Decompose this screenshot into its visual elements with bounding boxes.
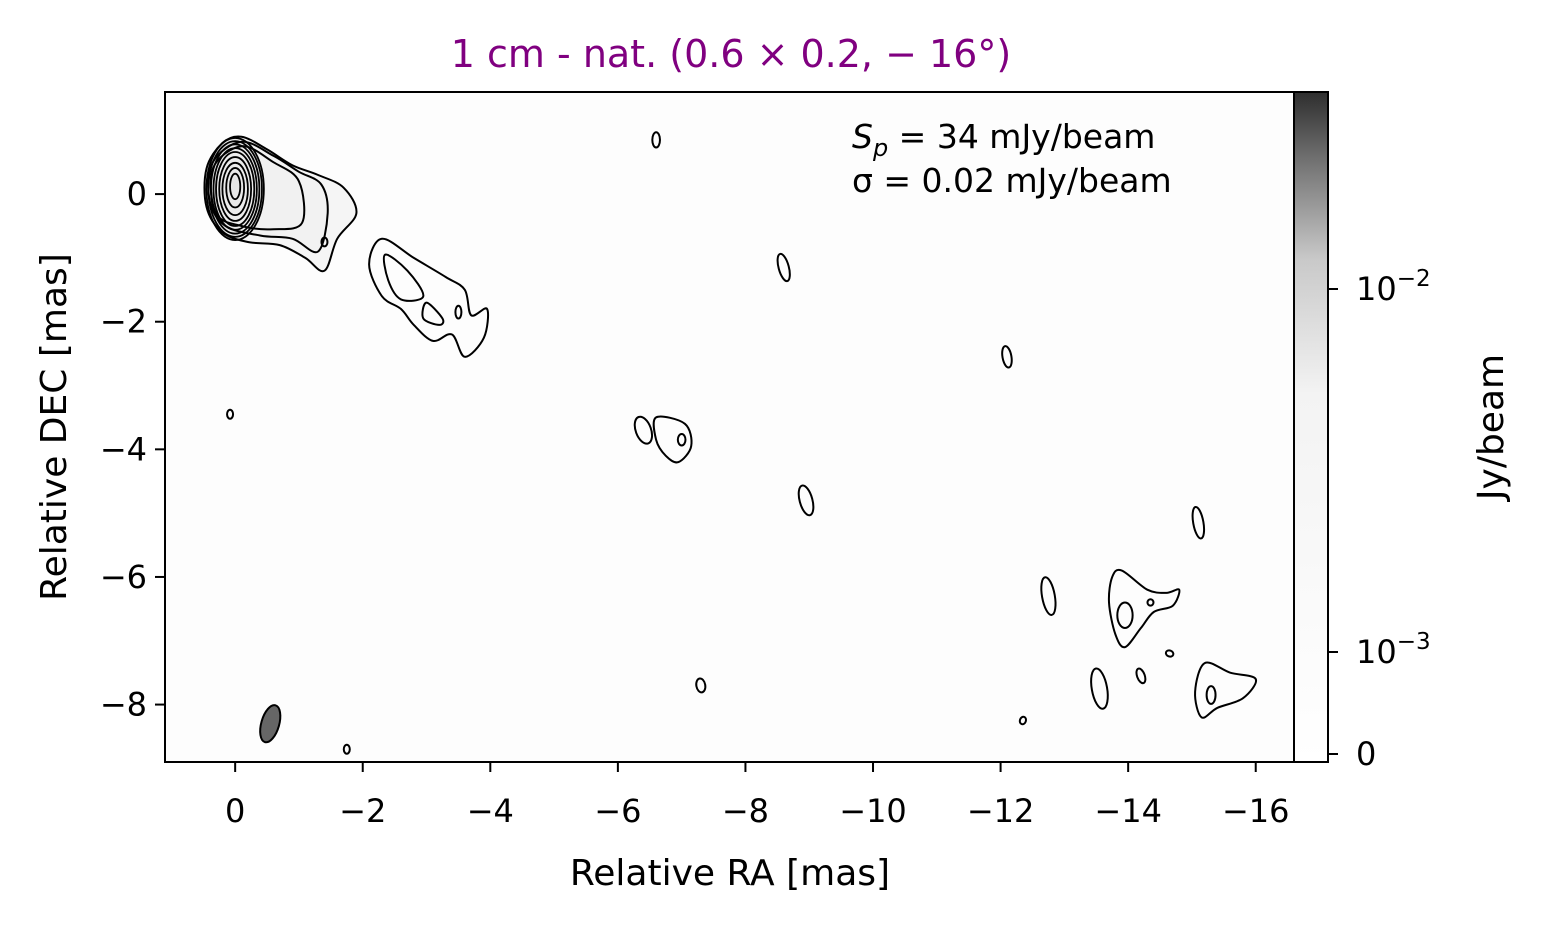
colorbar [1293, 91, 1329, 763]
jet-contour [421, 301, 445, 326]
jet-contour [368, 237, 490, 358]
core-contour [215, 151, 256, 227]
core-contour [205, 137, 265, 241]
x-tick-label: −8 [722, 792, 769, 830]
blob-contour [1040, 576, 1057, 616]
core-contour [229, 172, 242, 201]
blob-contour [1090, 667, 1109, 710]
y-tick-label: 0 [127, 175, 147, 213]
plot-content [203, 131, 1258, 755]
blob-contour [226, 408, 235, 420]
colorbar-tick-label: 10−3 [1356, 629, 1431, 671]
y-axis-label: Relative DEC [mas] [34, 253, 75, 601]
blob-contour [1191, 505, 1206, 540]
x-axis: 0 −2 −4 −6 −8 −10 −12 −14 −16 [225, 762, 1290, 830]
x-tick-label: −4 [467, 792, 514, 830]
core-contour [210, 143, 261, 235]
core-contour [225, 167, 245, 209]
x-tick-label: −10 [839, 792, 907, 830]
blob-contour [633, 415, 654, 445]
blob-contour [1146, 598, 1155, 607]
blob-contour [1018, 715, 1028, 726]
x-tick-label: −2 [339, 792, 386, 830]
y-tick-label: −2 [100, 303, 147, 341]
blob-contour [1001, 345, 1013, 369]
blob-contours [226, 131, 1217, 755]
colorbar-tick-label: 10−2 [1356, 266, 1431, 308]
core-contour [207, 140, 263, 238]
x-tick-label: −12 [967, 792, 1035, 830]
peak-flux-symbol: S [852, 117, 873, 156]
y-tick-label: −6 [100, 558, 147, 596]
x-tick-label: 0 [225, 792, 245, 830]
core-contour [218, 156, 253, 222]
core-contours [205, 137, 265, 241]
blob-contour [676, 433, 687, 447]
y-tick-label: −4 [100, 430, 147, 468]
jet-contour [652, 415, 693, 464]
jet-contour [382, 253, 425, 302]
colorbar-ticks: 010−310−2 [1328, 266, 1431, 773]
rms-annotation: σ = 0.02 mJy/beam [852, 161, 1172, 200]
blob-contour [651, 131, 661, 149]
y-tick-label: −8 [100, 686, 147, 724]
blob-contour [797, 484, 815, 517]
blob-contour [320, 236, 329, 248]
blob-contour [1135, 667, 1147, 685]
core-contour [221, 161, 249, 217]
colorbar-tick-exponent: −2 [1397, 266, 1431, 292]
jet-contour [1107, 568, 1181, 649]
blob-contour [342, 743, 351, 755]
blob-contour [454, 304, 463, 320]
chart-title: 1 cm - nat. (0.6 × 0.2, − 16°) [451, 32, 1011, 76]
core-contour [212, 147, 258, 231]
x-tick-label: −14 [1094, 792, 1162, 830]
colorbar-tick-exponent: −3 [1397, 629, 1431, 655]
colorbar-label: Jy/beam [1471, 354, 1512, 502]
peak-flux-annotation: Sp = 34 mJy/beam [852, 117, 1155, 162]
blob-contour [1116, 601, 1134, 630]
peak-flux-value: = 34 mJy/beam [888, 117, 1155, 156]
x-axis-label: Relative RA [mas] [570, 853, 890, 894]
peak-flux-subscript: p [872, 134, 888, 162]
blob-contour [1205, 685, 1217, 705]
x-tick-label: −6 [594, 792, 641, 830]
colorbar-tick-base: 10 [1356, 270, 1397, 308]
jet-contour [1194, 661, 1258, 719]
beam-ellipse [259, 704, 282, 744]
x-tick-label: −16 [1222, 792, 1290, 830]
blob-contour [1164, 649, 1175, 658]
y-axis: 0 −2 −4 −6 −8 [100, 175, 165, 724]
colorbar-tick-label: 0 [1356, 735, 1376, 773]
blob-contour [776, 252, 791, 283]
blob-contour [695, 677, 707, 694]
colorbar-tick-base: 10 [1356, 633, 1397, 671]
